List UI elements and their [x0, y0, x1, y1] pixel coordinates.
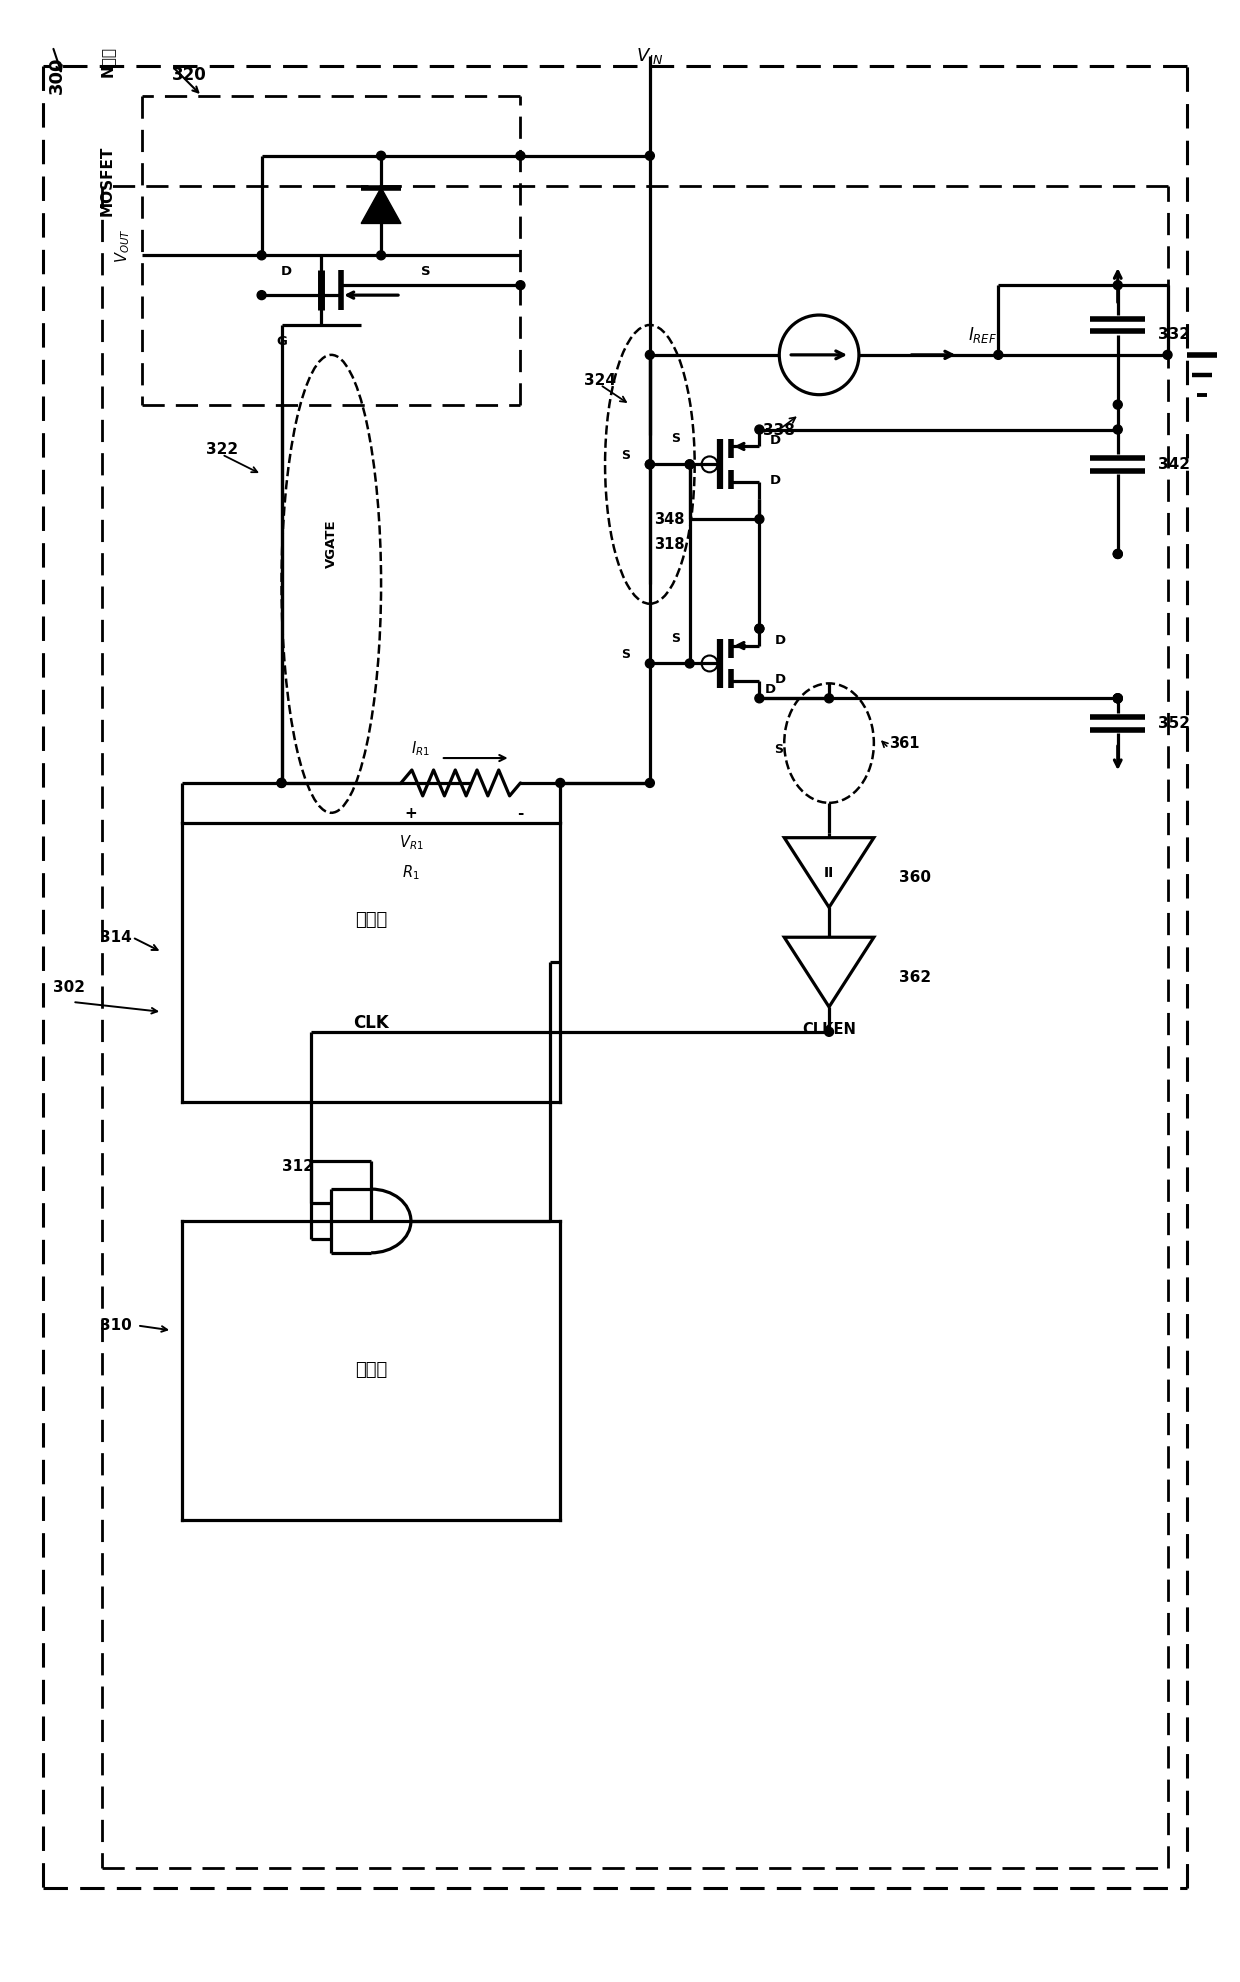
Circle shape	[1114, 694, 1122, 704]
Circle shape	[277, 779, 286, 787]
Circle shape	[755, 624, 764, 632]
Text: CLK: CLK	[353, 1015, 389, 1033]
Text: S: S	[420, 266, 430, 277]
Text: 电荷泵: 电荷泵	[355, 912, 387, 930]
Circle shape	[686, 460, 694, 470]
Circle shape	[825, 694, 833, 704]
Text: 361: 361	[889, 735, 919, 751]
Circle shape	[825, 1027, 833, 1037]
Circle shape	[516, 281, 525, 289]
Circle shape	[1163, 351, 1172, 359]
Text: 352: 352	[1158, 716, 1189, 731]
Text: 348: 348	[655, 511, 684, 527]
Circle shape	[556, 779, 564, 787]
Text: CLKEN: CLKEN	[802, 1023, 856, 1037]
Text: $V_{IN}$: $V_{IN}$	[636, 46, 663, 65]
Circle shape	[377, 252, 386, 260]
Text: 360: 360	[899, 870, 931, 886]
Text: $V_{R1}$: $V_{R1}$	[398, 834, 423, 852]
Text: 318: 318	[655, 537, 684, 553]
Text: D: D	[769, 434, 780, 448]
Circle shape	[1114, 400, 1122, 408]
Text: D: D	[280, 266, 291, 277]
Text: MOSFET: MOSFET	[99, 147, 115, 216]
Circle shape	[755, 424, 764, 434]
Text: $R_1$: $R_1$	[402, 864, 420, 882]
Text: S: S	[671, 432, 680, 446]
Circle shape	[377, 151, 386, 161]
Text: 324: 324	[584, 373, 616, 388]
Circle shape	[257, 291, 267, 299]
Text: 320: 320	[172, 65, 207, 83]
Text: D: D	[764, 684, 775, 696]
Text: 322: 322	[206, 442, 238, 458]
Circle shape	[645, 460, 655, 470]
Circle shape	[686, 658, 694, 668]
Polygon shape	[361, 188, 401, 224]
Text: 314: 314	[100, 930, 133, 945]
Text: VGATE: VGATE	[325, 519, 337, 569]
Text: 332: 332	[1158, 327, 1189, 343]
Text: +: +	[404, 807, 418, 821]
Text: $I_{R1}$: $I_{R1}$	[412, 739, 430, 757]
Circle shape	[755, 694, 764, 704]
Text: $V_{OUT}$: $V_{OUT}$	[113, 228, 131, 262]
Circle shape	[516, 151, 525, 161]
Text: S: S	[621, 450, 630, 462]
Text: D: D	[769, 474, 780, 488]
Circle shape	[645, 351, 655, 359]
Text: 310: 310	[100, 1318, 133, 1334]
Text: 振荡器: 振荡器	[355, 1362, 387, 1379]
Circle shape	[993, 351, 1003, 359]
Circle shape	[1114, 694, 1122, 704]
Circle shape	[686, 460, 694, 470]
Text: S: S	[774, 743, 784, 755]
Circle shape	[645, 460, 655, 470]
Circle shape	[1114, 694, 1122, 704]
Text: II: II	[823, 866, 835, 880]
Text: -: -	[517, 807, 523, 821]
Circle shape	[645, 151, 655, 161]
Text: 300: 300	[47, 55, 66, 93]
Text: 362: 362	[899, 969, 931, 985]
Circle shape	[755, 515, 764, 523]
Text: 338: 338	[764, 422, 795, 438]
Text: S: S	[671, 632, 680, 644]
Text: $I_{REF}$: $I_{REF}$	[968, 325, 998, 345]
Circle shape	[1114, 281, 1122, 289]
Text: D: D	[774, 634, 785, 646]
Circle shape	[645, 658, 655, 668]
Circle shape	[277, 779, 286, 787]
Text: 302: 302	[52, 979, 84, 995]
Circle shape	[755, 624, 764, 632]
Circle shape	[645, 779, 655, 787]
Text: 312: 312	[281, 1159, 314, 1173]
Circle shape	[1114, 549, 1122, 559]
Circle shape	[1114, 549, 1122, 559]
Text: N沟道: N沟道	[99, 46, 115, 77]
Text: 342: 342	[1158, 458, 1189, 472]
Text: S: S	[621, 648, 630, 662]
Circle shape	[257, 252, 267, 260]
Circle shape	[1114, 424, 1122, 434]
Text: G: G	[277, 335, 286, 349]
Text: D: D	[774, 674, 785, 686]
